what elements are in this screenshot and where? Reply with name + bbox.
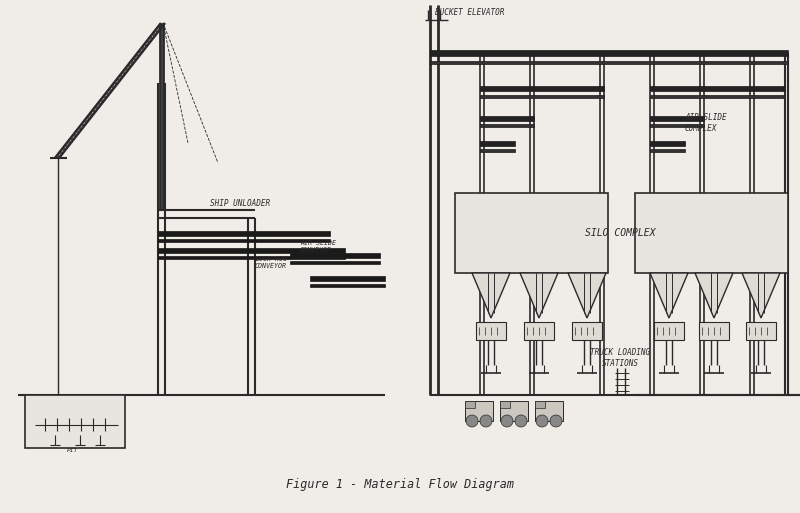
Bar [480,94,604,97]
Text: DOCK HOG
CONVEYOR: DOCK HOG CONVEYOR [255,256,287,269]
Bar [455,193,608,273]
Bar [635,193,788,273]
Text: BUCKET ELEVATOR: BUCKET ELEVATOR [435,8,504,17]
Bar [465,401,475,408]
Bar [500,401,510,408]
Bar [535,401,545,408]
Bar [480,141,515,146]
Bar [430,61,788,64]
Text: Figure 1 - Material Flow Diagram: Figure 1 - Material Flow Diagram [286,478,514,491]
Circle shape [550,415,562,427]
Bar [158,230,330,235]
Bar [158,247,345,252]
Bar [650,86,785,90]
Circle shape [536,415,548,427]
Bar [535,401,563,421]
Bar [572,322,602,340]
Bar [430,50,788,56]
Bar [290,261,380,264]
Bar [290,252,380,258]
Polygon shape [650,273,688,318]
Polygon shape [568,273,606,318]
Bar [650,141,685,146]
Bar [158,239,330,242]
Bar [476,322,506,340]
Text: AIR SLIDE
COMPLEX: AIR SLIDE COMPLEX [685,113,726,133]
Text: AIR SLIDE
CONVEYOR: AIR SLIDE CONVEYOR [300,240,336,253]
Bar [310,275,385,281]
Circle shape [466,415,478,427]
Bar [480,115,534,121]
Polygon shape [695,273,733,318]
Bar [480,124,534,127]
Text: SHIP UNLOADER: SHIP UNLOADER [210,199,270,207]
Bar [480,148,515,151]
Bar [654,322,684,340]
Bar [699,322,729,340]
Bar [465,401,493,421]
Bar [650,94,785,97]
Bar [500,401,528,421]
Bar [480,86,604,90]
Polygon shape [472,273,510,318]
Polygon shape [520,273,558,318]
Bar [746,322,776,340]
Circle shape [480,415,492,427]
Bar [650,124,704,127]
Bar [310,284,385,286]
Text: PIT: PIT [66,448,78,453]
Text: TRUCK LOADING
STATIONS: TRUCK LOADING STATIONS [590,348,650,368]
Circle shape [515,415,527,427]
Bar [524,322,554,340]
Bar [25,395,125,448]
Bar [158,255,345,259]
Text: SILO COMPLEX: SILO COMPLEX [585,228,655,238]
Bar [650,115,704,121]
Bar [650,148,685,151]
Circle shape [501,415,513,427]
Polygon shape [742,273,780,318]
